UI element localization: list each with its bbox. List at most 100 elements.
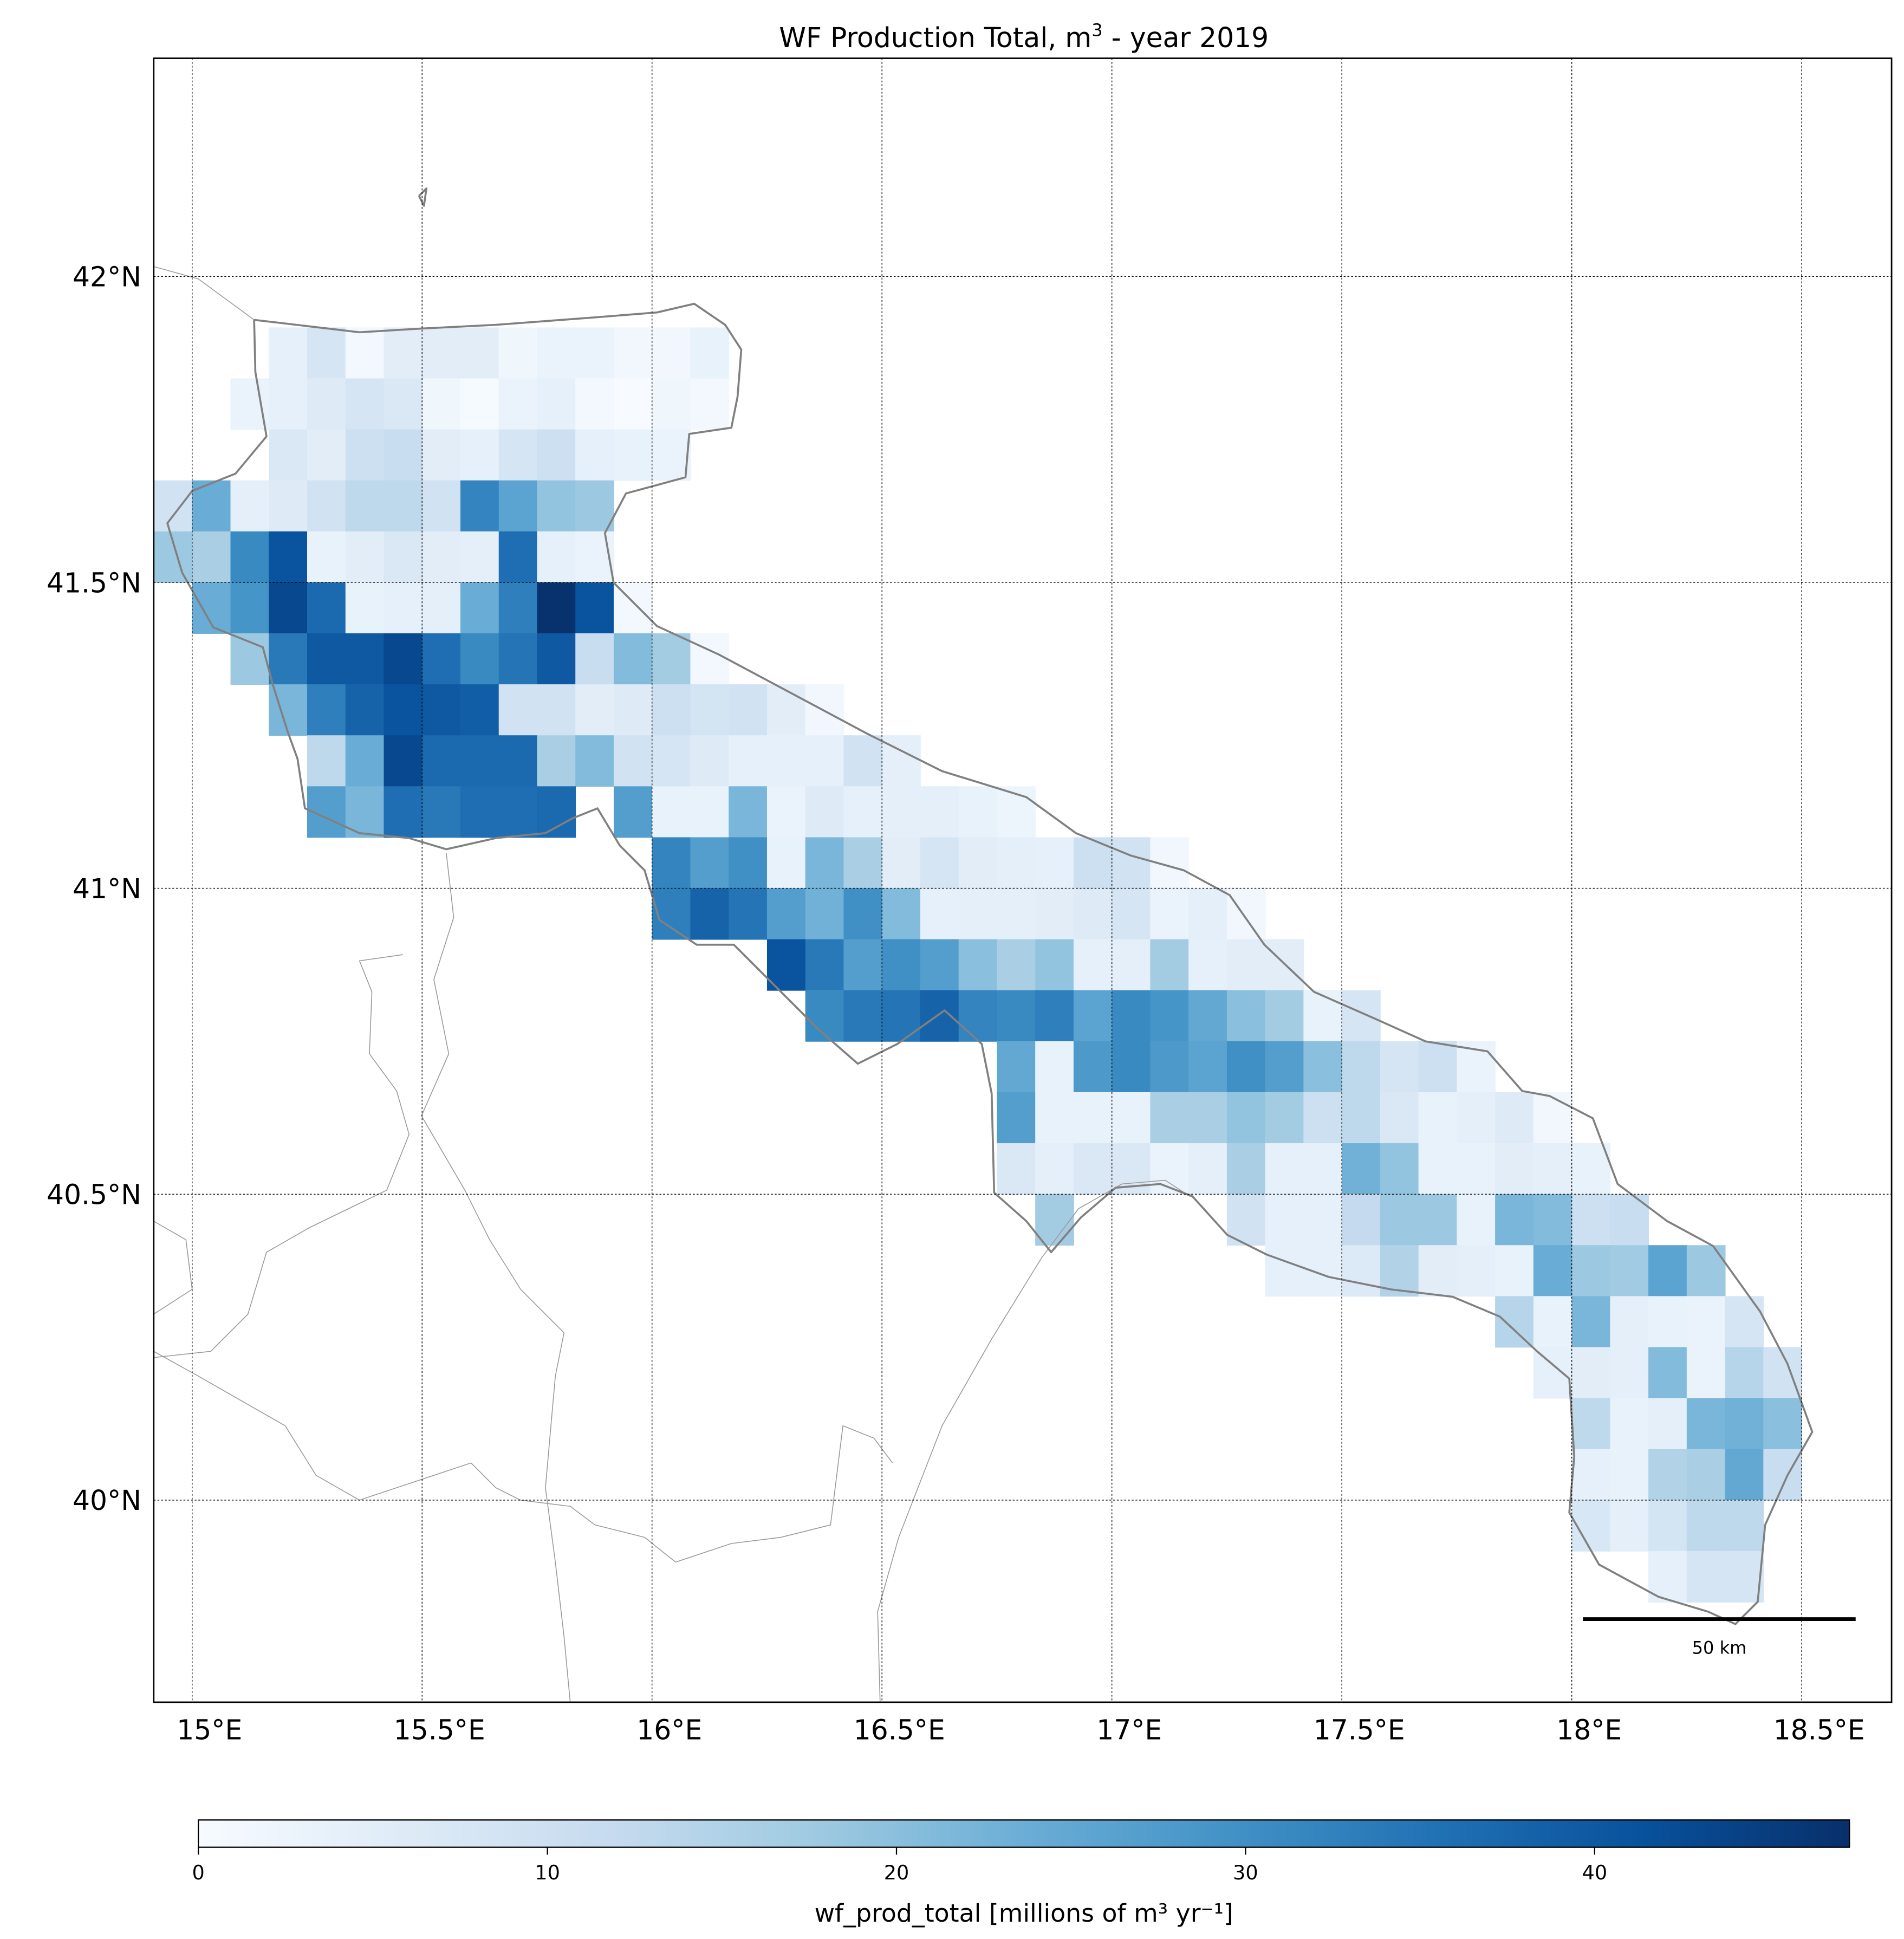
grid-cell — [1342, 1245, 1381, 1297]
grid-cell — [1188, 939, 1227, 991]
y-tick-label: 40.5°N — [47, 1179, 141, 1211]
grid-cell — [1112, 1041, 1151, 1093]
grid-cell — [1073, 1143, 1113, 1195]
grid-cell — [613, 327, 653, 379]
colorbar-gradient — [198, 1819, 1850, 1848]
grid-cell — [690, 684, 730, 736]
grid-cell — [1648, 1398, 1687, 1450]
grid-cell — [460, 429, 499, 481]
title-rest: - year 2019 — [1103, 22, 1269, 54]
graticule — [153, 58, 1892, 1702]
grid-cell — [384, 531, 423, 583]
grid-cell — [1188, 1143, 1227, 1195]
grid-cell — [1226, 888, 1266, 940]
grid-cell — [882, 786, 921, 838]
grid-cell — [1648, 1296, 1687, 1348]
grid-cell — [997, 1143, 1036, 1195]
grid-cell — [575, 378, 614, 430]
grid-cell — [498, 684, 538, 736]
grid-cell — [1035, 990, 1074, 1042]
grid-cell — [1226, 990, 1266, 1042]
grid-cell — [1265, 1092, 1304, 1144]
grid-cell — [498, 531, 538, 583]
grid-cell — [805, 786, 844, 838]
grid-cell — [384, 684, 423, 736]
grid-cell — [805, 735, 844, 787]
grid-cell — [1380, 1092, 1419, 1144]
title-superscript: 3 — [1091, 20, 1102, 40]
grid-cell — [1303, 1041, 1343, 1093]
grid-cell — [1763, 1449, 1802, 1501]
grid-cell — [843, 735, 883, 787]
grid-cell — [1610, 1296, 1649, 1348]
grid-cell — [805, 939, 844, 991]
grid-cell — [1150, 990, 1190, 1042]
grid-cell — [1686, 1551, 1726, 1603]
grid-cell — [1035, 1092, 1074, 1144]
grid-cell — [1418, 1194, 1458, 1246]
grid-cell — [1150, 1143, 1190, 1195]
grid-cell — [920, 990, 959, 1042]
grid-cell — [307, 735, 346, 787]
grid-cell — [1648, 1500, 1687, 1552]
grid-cell — [345, 429, 385, 481]
grid-cell — [1533, 1143, 1572, 1195]
grid-cell — [1073, 888, 1113, 940]
border-line — [153, 1221, 193, 1315]
grid-cell — [1265, 1143, 1304, 1195]
y-axis-ticks: 42°N 41.5°N 41°N 40.5°N 40°N — [47, 261, 141, 1517]
grid-cells — [154, 327, 1802, 1603]
colorbar-ticks: 0 10 20 30 40 — [192, 1847, 1607, 1884]
grid-cell — [1112, 1092, 1151, 1144]
grid-cell — [269, 531, 308, 583]
grid-cell — [422, 531, 461, 583]
title-main: WF Production Total, m — [779, 22, 1091, 54]
grid-cell — [345, 327, 385, 379]
grid-cell — [882, 990, 921, 1042]
grid-cell — [613, 633, 653, 685]
grid-cell — [1571, 1143, 1611, 1195]
grid-cell — [307, 327, 346, 379]
grid-cell — [997, 990, 1036, 1042]
region-borders — [153, 266, 1191, 1702]
grid-cell — [729, 837, 768, 889]
x-tick-label: 18°E — [1556, 1714, 1622, 1746]
grid-cell — [1035, 939, 1074, 991]
grid-cell — [652, 735, 691, 787]
grid-cell — [1150, 939, 1190, 991]
grid-cell — [537, 633, 576, 685]
border-line — [153, 954, 410, 1358]
grid-cell — [997, 939, 1036, 991]
x-tick-label: 15.5°E — [394, 1714, 485, 1746]
grid-cell — [1418, 1092, 1458, 1144]
grid-cell — [1188, 1041, 1227, 1093]
grid-cell — [1188, 990, 1227, 1042]
grid-cell — [498, 327, 538, 379]
grid-cell — [1380, 1041, 1419, 1093]
grid-cell — [498, 582, 538, 634]
grid-cell — [1533, 1194, 1572, 1246]
grid-cell — [460, 582, 499, 634]
grid-cell — [652, 429, 691, 481]
grid-cell — [843, 837, 883, 889]
grid-cell — [690, 327, 730, 379]
grid-cell — [307, 378, 346, 430]
grid-cell — [1571, 1296, 1611, 1348]
grid-cell — [422, 786, 461, 838]
grid-cell — [422, 327, 461, 379]
grid-cell — [1610, 1398, 1649, 1450]
grid-cell — [1648, 1449, 1687, 1501]
grid-cell — [1725, 1500, 1764, 1552]
colorbar-label: wf_prod_total [millions of m³ yr⁻¹] — [815, 1899, 1233, 1928]
grid-cell — [575, 327, 614, 379]
grid-cell — [1725, 1347, 1764, 1399]
grid-cell — [882, 939, 921, 991]
grid-cell — [384, 327, 423, 379]
grid-cell — [460, 786, 499, 838]
grid-cell — [498, 735, 538, 787]
grid-cell — [384, 582, 423, 634]
grid-cell — [307, 684, 346, 736]
grid-cell — [1495, 1092, 1534, 1144]
grid-cell — [1725, 1398, 1764, 1450]
